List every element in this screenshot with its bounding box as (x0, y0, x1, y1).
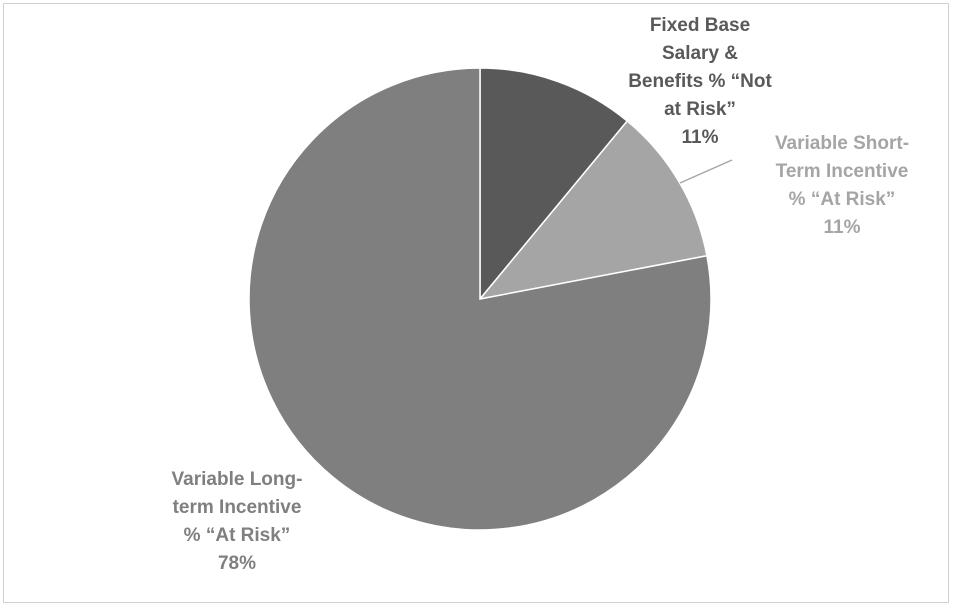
data-label-variable-short-term: Variable Short- Term Incentive % “At Ris… (742, 130, 942, 242)
value-label: 11% (823, 217, 861, 238)
data-label-variable-long-term: Variable Long- term Incentive % “At Risk… (137, 466, 337, 578)
pie-slice-1 (478, 119, 708, 301)
label-line: Salary & (661, 43, 739, 64)
label-line: Term Incentive (775, 161, 909, 182)
label-line: Variable Short- (774, 133, 910, 154)
label-line: term Incentive (172, 497, 302, 518)
label-line: Variable Long- (171, 469, 303, 490)
value-label: 11% (681, 127, 719, 148)
label-line: Fixed Base (649, 15, 751, 36)
data-label-fixed-base-salary: Fixed Base Salary & Benefits % “Not at R… (600, 12, 800, 152)
pie-slice-2 (248, 67, 712, 531)
pie-slices (248, 67, 712, 531)
label-line: % “At Risk” (788, 189, 896, 210)
label-line: Benefits % “Not (628, 71, 772, 92)
value-label: 78% (217, 553, 257, 574)
leader-line-short-term (679, 159, 733, 184)
label-line: % “At Risk” (183, 525, 291, 546)
label-line: at Risk” (664, 99, 736, 120)
pie-slice-0 (479, 67, 629, 302)
